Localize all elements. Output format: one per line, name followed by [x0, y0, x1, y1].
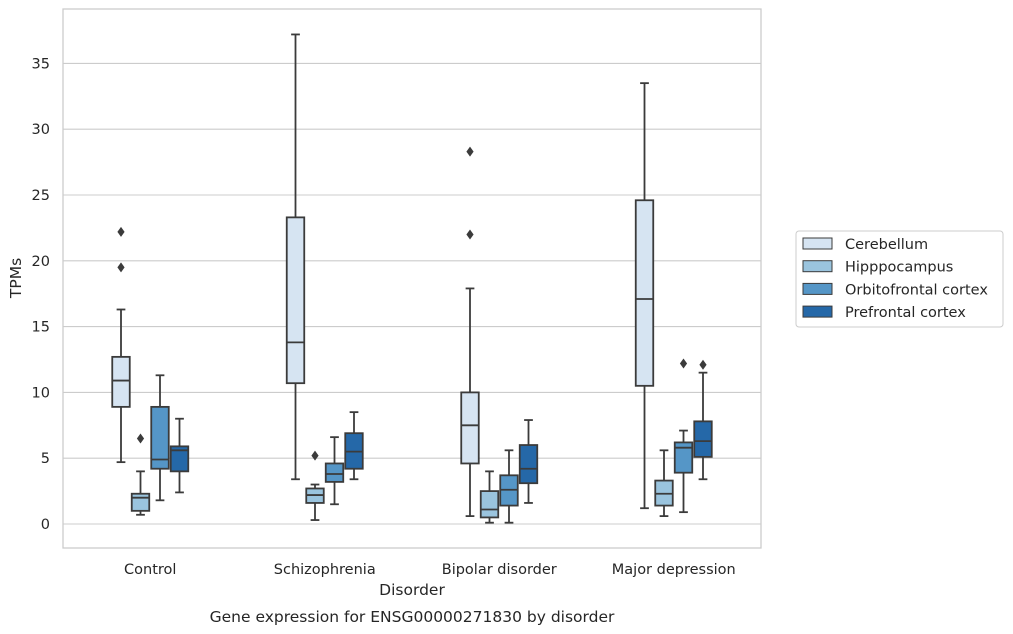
legend-swatch-1	[802, 237, 833, 250]
y-tick-label-15: 15	[32, 320, 50, 336]
x-tick-label-1: Control	[124, 562, 176, 578]
box-group-4	[634, 82, 713, 518]
chart-caption: Gene expression for ENSG00000271830 by d…	[210, 608, 615, 626]
box-cerebellum-4	[634, 82, 655, 510]
y-tick-label-25: 25	[32, 188, 50, 204]
legend-label-4: Prefrontal cortex	[845, 305, 966, 321]
box-iqr	[479, 490, 500, 519]
legend-swatch-2	[802, 260, 833, 273]
x-axis-title: Disorder	[379, 581, 445, 599]
box-orbitofrontal-cortex-2	[324, 436, 345, 506]
y-tick-label-10: 10	[32, 385, 50, 401]
box-group-2	[285, 33, 364, 521]
y-axis-title: TPMs	[7, 258, 25, 299]
box-hipppocampus-1	[130, 433, 151, 516]
legend-label-3: Orbitofrontal cortex	[845, 282, 988, 298]
box-cerebellum-2	[285, 33, 306, 481]
x-axis-ticks: Control Schizophrenia Bipolar disorder Majo…	[124, 562, 736, 578]
box-iqr	[324, 462, 345, 483]
outlier-point	[136, 433, 145, 444]
outlier-point	[679, 358, 688, 369]
outlier-point	[466, 229, 474, 240]
box-iqr	[111, 355, 131, 408]
box-iqr	[169, 445, 190, 473]
outlier-point	[466, 146, 474, 157]
box-iqr	[634, 199, 655, 387]
box-groups	[111, 33, 713, 524]
outlier-point	[311, 450, 319, 461]
legend-swatch-4	[802, 305, 833, 318]
outlier-point	[117, 226, 125, 237]
x-tick-label-3: Bipolar disorder	[442, 562, 557, 578]
box-prefrontal-cortex-1	[169, 417, 190, 494]
legend-label-1: Cerebellum	[845, 237, 928, 253]
box-cerebellum-3	[460, 146, 480, 518]
y-tick-label-5: 5	[41, 451, 50, 467]
box-hipppocampus-4	[654, 449, 674, 518]
y-tick-label-0: 0	[41, 517, 50, 533]
box-iqr	[518, 444, 539, 485]
x-tick-label-2: Schizophrenia	[274, 562, 376, 578]
box-cerebellum-1	[111, 226, 131, 464]
legend: Cerebellum Hipppocampus Orbitofrontal cort…	[795, 230, 1004, 328]
outlier-point	[699, 359, 707, 370]
box-prefrontal-cortex-4	[693, 359, 713, 481]
box-orbitofrontal-cortex-1	[150, 374, 170, 502]
box-iqr	[673, 441, 694, 474]
box-prefrontal-cortex-3	[518, 419, 539, 504]
box-hipppocampus-2	[305, 450, 325, 521]
box-iqr	[693, 420, 713, 458]
outlier-point	[117, 262, 125, 273]
y-tick-label-20: 20	[32, 254, 50, 270]
legend-label-2: Hipppocampus	[845, 260, 953, 276]
plot-frame	[62, 8, 762, 549]
box-group-1	[111, 226, 190, 516]
legend-swatch-3	[802, 282, 833, 295]
y-axis-ticks: 0 5 10 15 20 25 30 35	[32, 56, 50, 533]
box-iqr	[150, 405, 170, 470]
box-orbitofrontal-cortex-4	[673, 358, 694, 514]
box-iqr	[285, 216, 306, 385]
box-group-3	[460, 146, 539, 524]
box-iqr	[130, 492, 151, 512]
box-prefrontal-cortex-2	[344, 411, 364, 481]
x-tick-label-4: Major depression	[612, 562, 736, 578]
y-tick-label-35: 35	[32, 56, 50, 72]
box-orbitofrontal-cortex-3	[499, 449, 519, 524]
box-iqr	[460, 391, 480, 465]
box-hipppocampus-3	[479, 470, 500, 524]
legend-frame	[795, 230, 1004, 328]
y-tick-label-30: 30	[32, 122, 50, 138]
